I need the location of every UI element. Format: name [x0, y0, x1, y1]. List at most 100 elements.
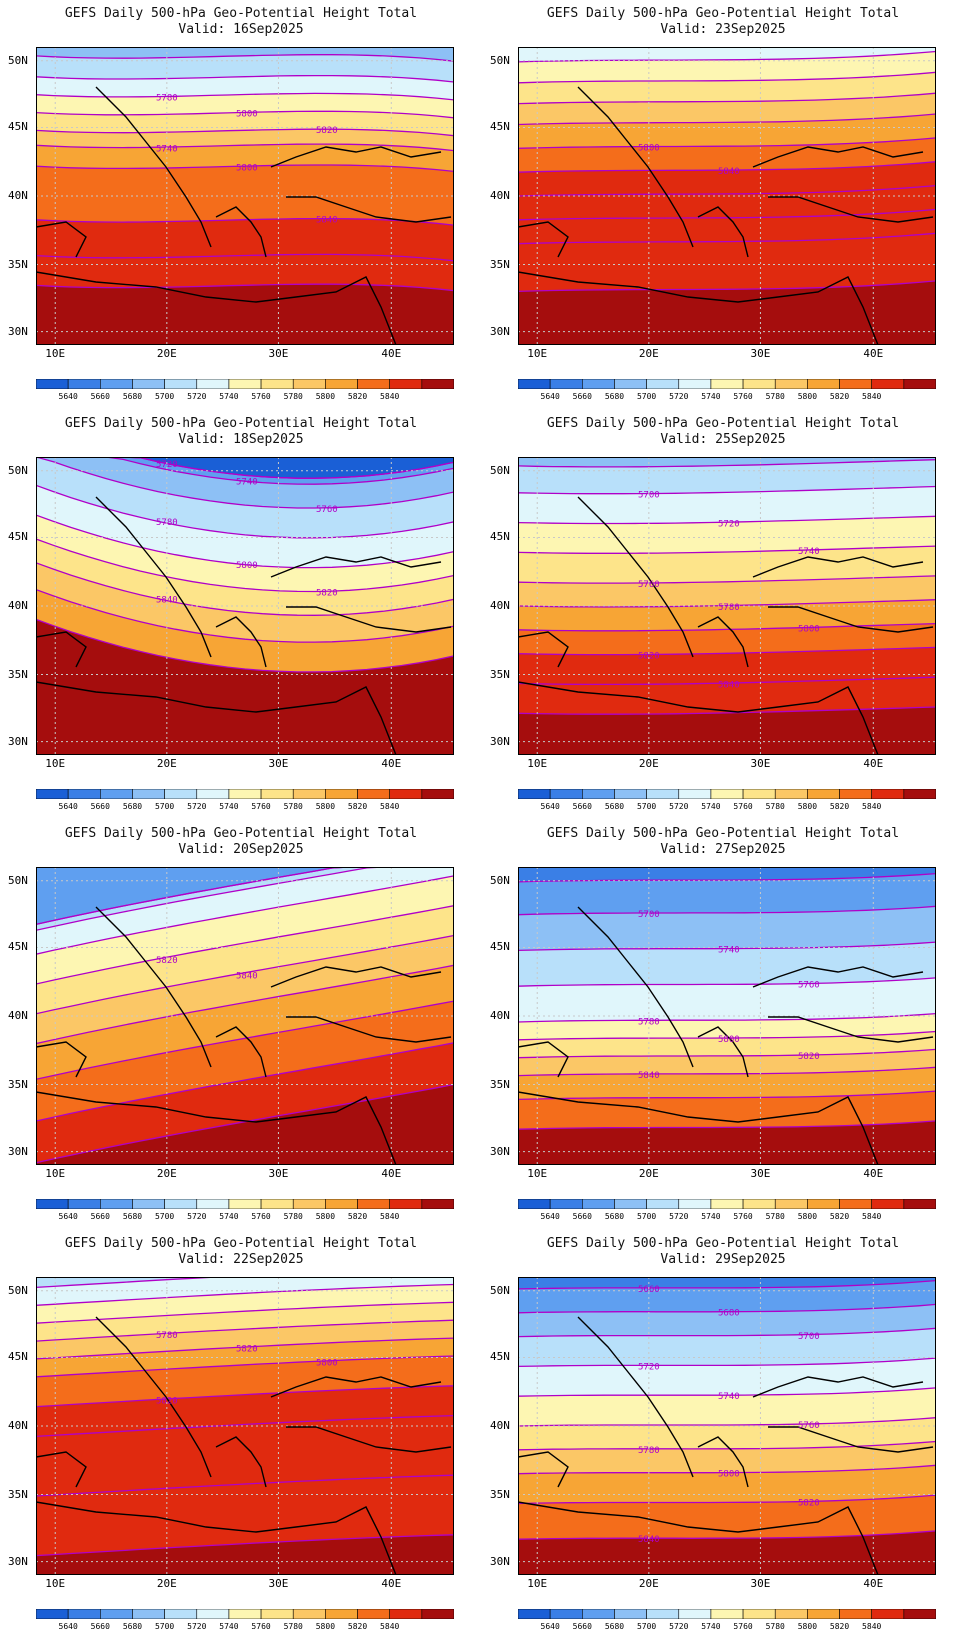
map-frame: [518, 457, 936, 755]
panel-valid-date: Valid: 22Sep2025: [178, 1252, 304, 1267]
colorbar-swatch: [421, 379, 454, 389]
colorbar-label: 5740: [219, 1212, 239, 1221]
coastline: [697, 1436, 749, 1488]
colorbar-swatch: [646, 1199, 680, 1209]
contour-label: 5800: [236, 110, 258, 120]
contour-line: [36, 128, 454, 137]
panel-title: GEFS Daily 500-hPa Geo-Potential Height …: [64, 6, 418, 21]
colorbar-label: 5740: [219, 1622, 239, 1631]
contour-line: [518, 208, 936, 221]
colorbar-swatch: [582, 1199, 615, 1209]
coastline: [36, 631, 87, 668]
contour-line: [36, 457, 454, 479]
colorbar-label: 5680: [604, 802, 625, 811]
contour-line: [518, 280, 936, 293]
lon-label: 10E: [45, 347, 66, 360]
colorbar-label: 5800: [315, 802, 336, 811]
colorbar-label: 5740: [701, 1212, 721, 1221]
colorbar-label: 5840: [862, 392, 882, 401]
colorbar-label: 5700: [154, 392, 175, 401]
colorbar-label: 5840: [380, 802, 400, 811]
colorbar-swatch: [582, 1609, 615, 1619]
contour-line: [36, 1385, 454, 1408]
lat-label: 50N: [8, 873, 28, 887]
coastline: [95, 496, 212, 658]
colorbar-swatch: [196, 1199, 230, 1209]
contour-label: 5820: [798, 1499, 820, 1509]
lat-label: 35N: [490, 667, 510, 681]
colorbar-swatch: [807, 1199, 840, 1209]
colorbar-label: 5740: [219, 802, 239, 811]
coastline: [286, 196, 452, 223]
panel-title: GEFS Daily 500-hPa Geo-Potential Height …: [64, 826, 418, 841]
panel-title: GEFS Daily 500-hPa Geo-Potential Height …: [546, 416, 900, 431]
colorbar-label: 5840: [862, 802, 882, 811]
colorbar-swatch: [357, 1609, 390, 1619]
lon-label: 10E: [527, 757, 548, 770]
colorbar-swatch: [260, 789, 294, 799]
contour-line: [518, 905, 936, 916]
colorbar-label: 5700: [154, 802, 175, 811]
colorbar-swatch: [518, 1609, 551, 1619]
height-map: 5660 5680 5700 5720 5740 5760 5780 5800 5820 5840: [518, 1277, 936, 1575]
contour-line: [518, 184, 936, 197]
coastline: [215, 206, 267, 258]
contour-label: 5800: [236, 163, 258, 173]
lat-label: 45N: [490, 1350, 510, 1364]
contour-line: [36, 484, 454, 539]
colorbar-label: 5740: [701, 1622, 721, 1631]
contour-label: 5720: [718, 519, 740, 529]
colorbar-swatch: [710, 1609, 744, 1619]
contour-line: [518, 941, 936, 952]
colorbar-label: 5680: [604, 1212, 625, 1221]
coastline: [518, 631, 569, 668]
colorbar-swatch: [228, 1609, 262, 1619]
lon-label: 40E: [863, 347, 884, 360]
contour-label: 5780: [156, 94, 178, 104]
height-map: 5800 5840: [518, 47, 936, 345]
panel-valid-date: Valid: 25Sep2025: [660, 432, 786, 447]
lon-label: 40E: [381, 1577, 402, 1590]
lon-label: 20E: [638, 347, 659, 360]
colorbar-swatch: [742, 1609, 776, 1619]
contour-line: [518, 1387, 936, 1397]
contour-label: 5760: [798, 981, 820, 991]
contour-line: [518, 1120, 936, 1130]
colorbar-swatch: [518, 379, 551, 389]
colorbar-label: 5720: [669, 802, 689, 811]
contour-line: [518, 1464, 936, 1475]
contour-line: [36, 964, 454, 1045]
coastline: [270, 1376, 442, 1398]
lat-label: 30N: [8, 1554, 28, 1568]
coastline: [36, 1091, 397, 1165]
lon-label: 40E: [381, 1167, 402, 1180]
colorbar-label: 5700: [636, 1622, 657, 1631]
map-frame: [518, 1277, 936, 1575]
coastline: [270, 146, 442, 168]
contour-label: 5740: [236, 477, 258, 487]
lat-label: 35N: [8, 1487, 28, 1501]
colorbar-swatch: [292, 1199, 326, 1209]
lon-label: 20E: [156, 347, 177, 360]
contour-line: [36, 1042, 454, 1122]
colorbar-swatch: [903, 789, 936, 799]
coastline: [518, 1501, 879, 1575]
lon-label: 20E: [156, 1167, 177, 1180]
lon-label: 30E: [750, 1577, 771, 1590]
contour-label: 5700: [638, 491, 660, 501]
contour-line: [36, 74, 454, 83]
contour-label: 5800: [236, 561, 258, 571]
lon-label: 30E: [268, 1577, 289, 1590]
map-frame: [518, 867, 936, 1165]
colorbar-label: 5840: [380, 1212, 400, 1221]
height-map: 5780 5800 5820 5740 5800 5840: [36, 47, 454, 345]
colorbar-swatch: [871, 789, 905, 799]
map-frame: [36, 457, 454, 755]
colorbar-swatch: [325, 379, 358, 389]
lat-label: 30N: [490, 734, 510, 748]
coastline: [518, 271, 879, 345]
contour-line: [36, 934, 454, 1015]
colorbar-label: 5780: [283, 1622, 303, 1631]
colorbar-swatch: [260, 1609, 294, 1619]
colorbar-label: 5740: [701, 392, 721, 401]
